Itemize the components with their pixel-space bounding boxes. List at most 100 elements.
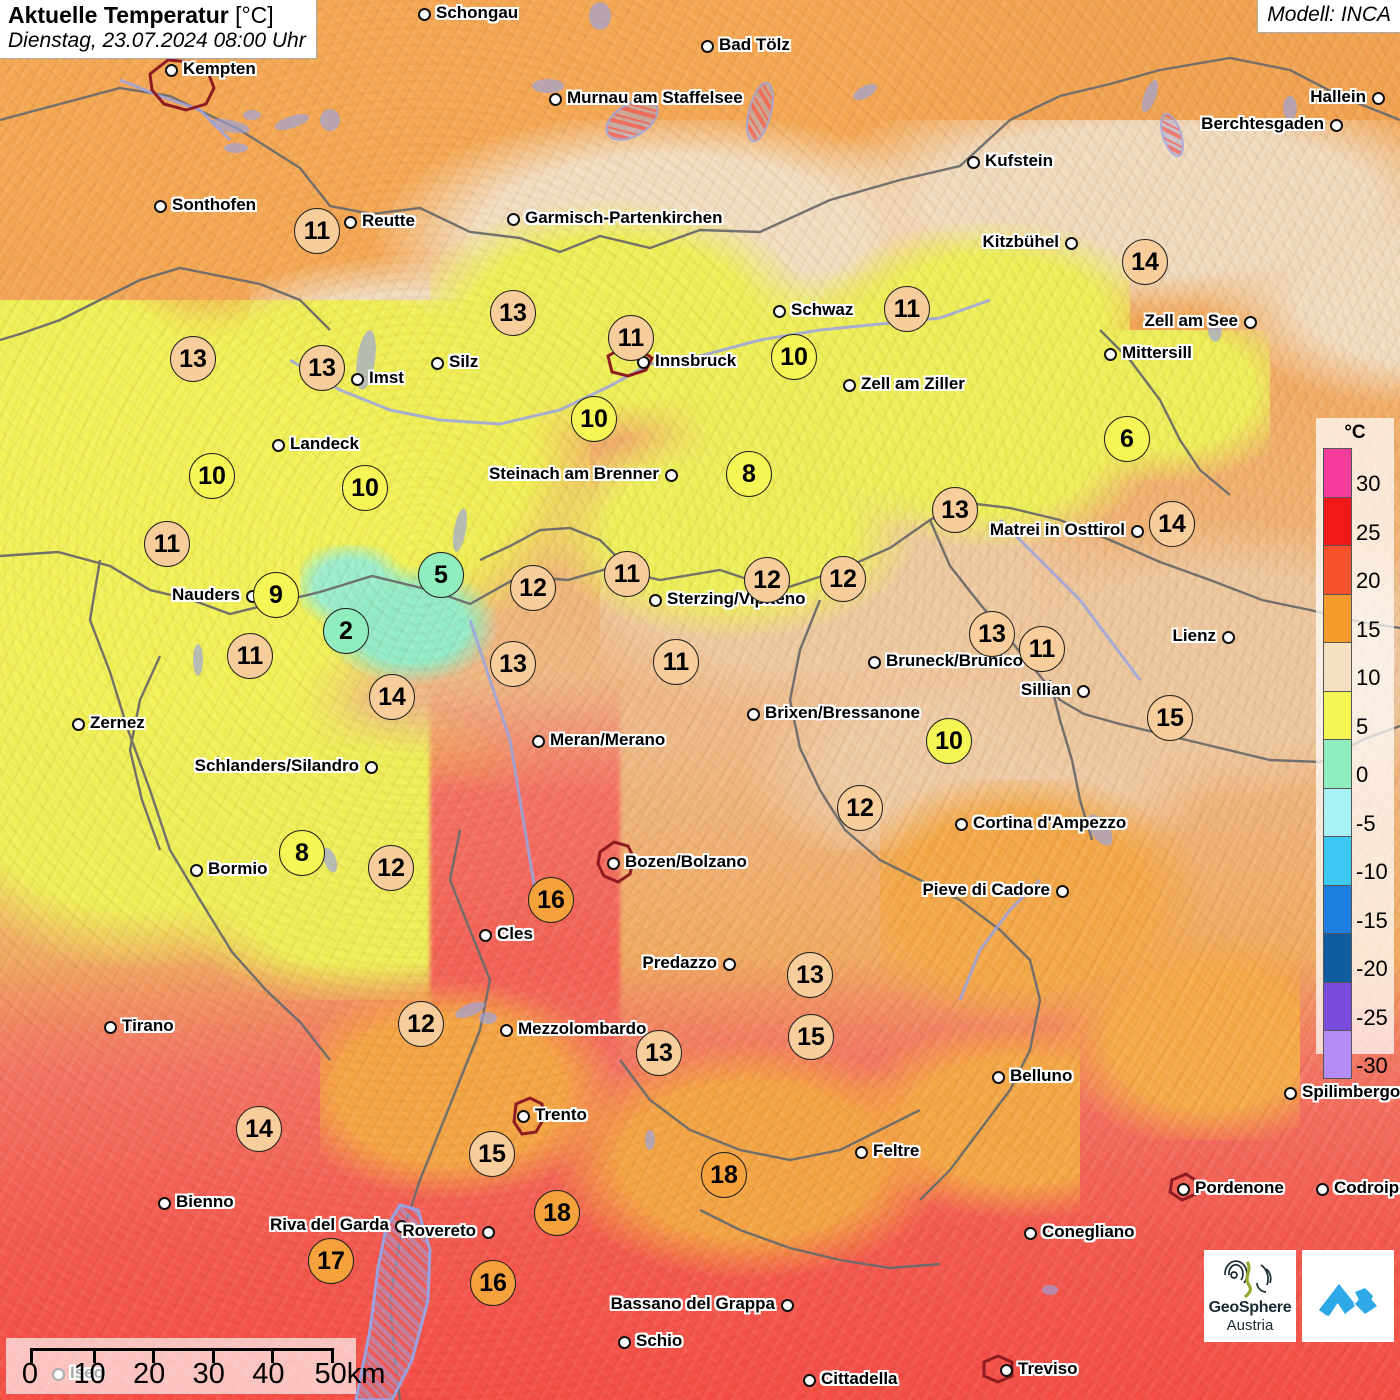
- legend-swatch: [1323, 981, 1352, 1030]
- legend-tick: -30: [1356, 1053, 1388, 1079]
- city-label: Predazzo: [642, 953, 717, 972]
- city-label: Reutte: [362, 211, 415, 230]
- city-dot-icon: [1024, 1227, 1037, 1240]
- legend-tick: 10: [1356, 665, 1381, 691]
- legend-unit-label: °C: [1344, 422, 1366, 443]
- city-label: Pordenone: [1195, 1178, 1284, 1197]
- city-label: Zell am Ziller: [861, 374, 965, 393]
- title-unit: [°C]: [235, 2, 274, 28]
- city-dot-icon: [1222, 631, 1235, 644]
- lake-walchensee: [746, 81, 774, 143]
- river-lines: [119, 78, 1142, 1001]
- temperature-marker: 10: [571, 396, 617, 442]
- geosphere-logo-line2: Austria: [1226, 1316, 1274, 1334]
- city-dot-icon: [1056, 885, 1069, 898]
- legend-swatch: [1323, 739, 1352, 788]
- city-dot-icon: [855, 1146, 868, 1159]
- city-dot-icon: [649, 594, 662, 607]
- temperature-marker: 14: [1122, 239, 1168, 285]
- temperature-marker: 8: [726, 451, 772, 497]
- legend-swatch: [1323, 545, 1352, 594]
- temperature-marker: 9: [253, 572, 299, 618]
- city-label: Cles: [497, 924, 533, 943]
- scale-ruler: [30, 1348, 334, 1363]
- city-dot-icon: [1330, 119, 1343, 132]
- legend-panel: °C 30 25 20 15 10 5 0 -5 -10 -15 -20 -25 -30: [1316, 418, 1394, 1079]
- city-label: Meran/Merano: [550, 730, 666, 749]
- geosphere-logo-line1: GeoSphere: [1208, 1298, 1292, 1316]
- temperature-marker: 13: [636, 1030, 682, 1076]
- legend-tick: 0: [1356, 762, 1369, 788]
- temperature-marker: 11: [653, 639, 699, 685]
- legend-tick: 30: [1356, 471, 1381, 497]
- city-dot-icon: [1131, 525, 1144, 538]
- temperature-marker: 12: [510, 565, 556, 611]
- legend-tick: -15: [1356, 907, 1388, 933]
- city-label: Treviso: [1018, 1359, 1078, 1378]
- legend-swatch: [1323, 593, 1352, 642]
- city-dot-icon: [1244, 316, 1257, 329]
- legend-swatch: [1323, 496, 1352, 545]
- model-label: Modell: INCA: [1257, 0, 1400, 33]
- city-label: Mezzolombardo: [518, 1019, 647, 1038]
- city-label: Cortina d'Ampezzo: [973, 813, 1127, 832]
- mountain-logo: [1302, 1250, 1394, 1342]
- city-dot-icon: [1284, 1087, 1297, 1100]
- city-dot-icon: [1177, 1183, 1190, 1196]
- city-dot-icon: [158, 1197, 171, 1210]
- temperature-marker: 11: [884, 286, 930, 332]
- legend-tick-labels: 30 25 20 15 10 5 0 -5 -10 -15 -20 -25 -30: [1356, 448, 1388, 1079]
- city-dot-icon: [72, 718, 85, 731]
- legend-swatch: [1323, 690, 1352, 739]
- temperature-marker: 11: [144, 521, 190, 567]
- map-title-box: Aktuelle Temperatur [°C] Dienstag, 23.07…: [0, 0, 317, 59]
- temperature-marker: 13: [299, 345, 345, 391]
- city-dot-icon: [967, 156, 980, 169]
- temperature-marker: 10: [926, 718, 972, 764]
- city-label: Riva del Garda: [269, 1215, 389, 1234]
- legend-swatch: [1323, 787, 1352, 836]
- city-dot-icon: [479, 929, 492, 942]
- temperature-marker: 15: [788, 1014, 834, 1060]
- temperature-marker: 12: [837, 785, 883, 831]
- city-label: Rovereto: [402, 1221, 476, 1240]
- city-dot-icon: [272, 439, 285, 452]
- temperature-marker: 11: [604, 551, 650, 597]
- page-title: Aktuelle Temperatur [°C]: [8, 2, 306, 29]
- scale-tick: [152, 1351, 156, 1363]
- temperature-marker: 14: [236, 1106, 282, 1152]
- temperature-marker: 12: [368, 845, 414, 891]
- city-dot-icon: [190, 864, 203, 877]
- city-dot-icon: [549, 93, 562, 106]
- scale-tick: [92, 1351, 96, 1363]
- city-label: Nauders: [171, 585, 240, 604]
- city-dot-icon: [1104, 348, 1117, 361]
- geosphere-logo: GeoSphere Austria: [1204, 1250, 1296, 1342]
- lake-polygons: [193, 2, 1297, 1295]
- scale-number: 30: [192, 1358, 225, 1390]
- temperature-marker: 17: [308, 1238, 354, 1284]
- lake-forggensee: [605, 99, 659, 141]
- scale-tick: [211, 1351, 215, 1363]
- city-label: Steinach am Brenner: [488, 464, 659, 483]
- city-label: Belluno: [1010, 1066, 1073, 1085]
- city-dot-icon: [507, 213, 520, 226]
- city-dot-icon: [781, 1299, 794, 1312]
- city-dot-icon: [154, 200, 167, 213]
- city-label: Kempten: [183, 59, 256, 78]
- legend-tick: -10: [1356, 859, 1388, 885]
- city-label: Schwaz: [791, 300, 854, 319]
- temperature-marker: 14: [369, 674, 415, 720]
- city-label: Pieve di Cadore: [922, 880, 1050, 899]
- legend-tick: 5: [1356, 713, 1369, 739]
- city-label: Bassano del Grappa: [610, 1294, 775, 1313]
- scale-number: 40: [252, 1358, 285, 1390]
- city-label: Schio: [636, 1331, 683, 1350]
- city-label: Cittadella: [821, 1369, 898, 1388]
- temperature-marker: 13: [787, 952, 833, 998]
- city-dot-icon: [723, 958, 736, 971]
- legend-swatch: [1323, 933, 1352, 982]
- city-label: Feltre: [873, 1141, 920, 1160]
- city-dot-icon: [365, 761, 378, 774]
- legend-swatch: [1323, 642, 1352, 691]
